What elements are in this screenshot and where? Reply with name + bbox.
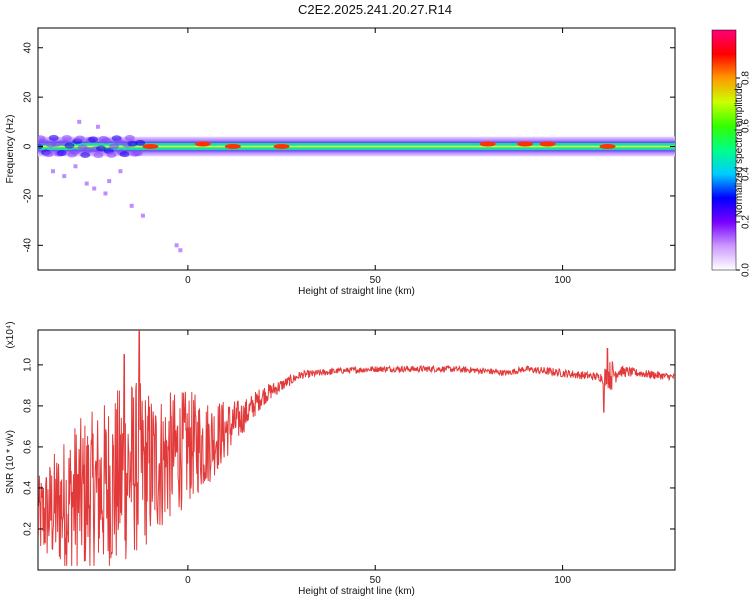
spectral-noise-blob: [119, 151, 130, 158]
snr-x-tick-label: 100: [554, 575, 571, 586]
spectrogram-y-ticks: -40 -20 0 20 40: [23, 42, 675, 253]
snr-y-axis-label: SNR (10 * v/v): [5, 430, 16, 494]
spectral-noise-blob: [80, 152, 91, 159]
spectral-scatter-point: [107, 179, 112, 184]
spectral-hotspot: [599, 144, 616, 150]
spectrogram-panel: -40 -20 0 20 40 0 50 100 Height of straight li…: [5, 27, 676, 297]
spectral-noise-blob: [114, 139, 125, 146]
spectral-hotspot: [479, 141, 496, 147]
colorbar-gradient: [711, 29, 737, 271]
spectrogram-x-tick-label: 100: [554, 275, 571, 286]
colorbar: 0.0 0.2 0.4 0.6 0.8 Normalized spectral ampl…: [711, 29, 750, 277]
spectral-noise-blob: [74, 135, 85, 142]
colorbar-tick-label: 0.4: [741, 167, 750, 181]
spectral-noise-blob: [127, 140, 138, 147]
spectrogram-y-tick-label: 20: [23, 91, 34, 103]
spectral-hotspot: [273, 144, 290, 150]
spectral-noise-blob: [82, 147, 93, 154]
colorbar-ticks: 0.0 0.2 0.4 0.6 0.8: [736, 71, 750, 277]
spectral-scatter-point: [118, 169, 123, 174]
snr-y-tick-label: 0.2: [23, 522, 34, 536]
spectral-scatter-point: [73, 164, 78, 169]
spectral-noise-blob: [106, 151, 117, 158]
colorbar-tick-label: 0.8: [741, 71, 750, 85]
spectral-scatter-point: [174, 243, 179, 248]
spectral-noise-blob: [69, 148, 80, 155]
spectrogram-x-ticks: 0 50 100: [185, 28, 571, 286]
spectral-hotspot: [224, 144, 241, 150]
spectrogram-x-tick-label: 50: [370, 275, 382, 286]
spectral-noise-blob: [109, 143, 120, 150]
spectrogram-x-axis-label: Height of straight line (km): [298, 286, 415, 297]
spectrogram-y-tick-label: 0: [23, 143, 34, 149]
spectrogram-y-axis-label: Frequency (Hz): [5, 115, 16, 184]
spectral-scatter-point: [140, 213, 145, 218]
spectrogram-y-tick-label: -20: [23, 188, 34, 203]
snr-panel: 0.2 0.4 0.6 0.8 1.0 0 50 100 Height of straigh…: [5, 321, 676, 597]
snr-x-tick-label: 0: [185, 575, 191, 586]
spectrogram-y-tick-label: -40: [23, 238, 34, 253]
spectral-scatter-point: [92, 186, 97, 191]
snr-y-tick-label: 1.0: [23, 357, 34, 371]
spectral-scatter-point: [50, 169, 55, 174]
snr-multiplier-label: (x10⁴): [5, 321, 16, 348]
spectral-noise-blob: [95, 145, 106, 152]
spectral-noise-blob: [124, 134, 135, 141]
spectral-scatter-point: [103, 191, 108, 196]
spectral-noise-blob: [101, 137, 112, 144]
snr-x-axis-label: Height of straight line (km): [298, 586, 415, 597]
spectral-scatter-point: [129, 203, 134, 208]
spectral-noise-blob: [61, 135, 72, 142]
spectral-hotspot: [517, 141, 534, 147]
spectral-noise-blob: [51, 140, 62, 147]
spectral-scatter-point: [84, 181, 89, 186]
spectrogram-content: [38, 119, 675, 253]
spectral-scatter-point: [62, 174, 67, 179]
colorbar-tick-label: 0.0: [741, 263, 750, 277]
spectral-hotspot: [142, 144, 159, 150]
spectral-noise-blob: [132, 150, 143, 157]
spectral-noise-blob: [38, 139, 49, 146]
snr-y-tick-label: 0.4: [23, 481, 34, 495]
chart-title: C2E2.2025.241.20.27.R14: [298, 2, 452, 17]
spectral-hotspot: [539, 141, 556, 147]
colorbar-tick-label: 0.6: [741, 119, 750, 133]
spectrogram-y-tick-label: 40: [23, 42, 34, 54]
spectral-noise-blob: [48, 134, 59, 141]
snr-content: [38, 330, 675, 566]
spectral-scatter-point: [77, 119, 82, 124]
snr-x-tick-label: 50: [370, 575, 382, 586]
colorbar-label: Normalized spectral amplitude: [734, 82, 745, 217]
snr-series-line: [38, 330, 675, 566]
spectral-hotspot: [194, 141, 211, 147]
spectral-noise-blob: [93, 152, 104, 159]
spectral-noise-blob: [135, 139, 146, 146]
snr-x-ticks: 0 50 100: [185, 330, 571, 586]
spectrogram-x-tick-label: 0: [185, 275, 191, 286]
spectral-scatter-point: [95, 124, 100, 129]
snr-y-tick-label: 0.8: [23, 399, 34, 413]
spectral-noise-blob: [56, 150, 67, 157]
spectral-scatter-point: [178, 248, 183, 253]
spectral-noise-blob: [43, 151, 54, 158]
spectral-noise-blob: [88, 136, 99, 143]
snr-y-tick-label: 0.6: [23, 440, 34, 454]
snr-frame: [37, 329, 676, 571]
snr-y-ticks: 0.2 0.4 0.6 0.8 1.0: [23, 357, 675, 536]
spectral-noise-blob: [64, 142, 75, 149]
colorbar-tick-label: 0.2: [741, 215, 750, 229]
